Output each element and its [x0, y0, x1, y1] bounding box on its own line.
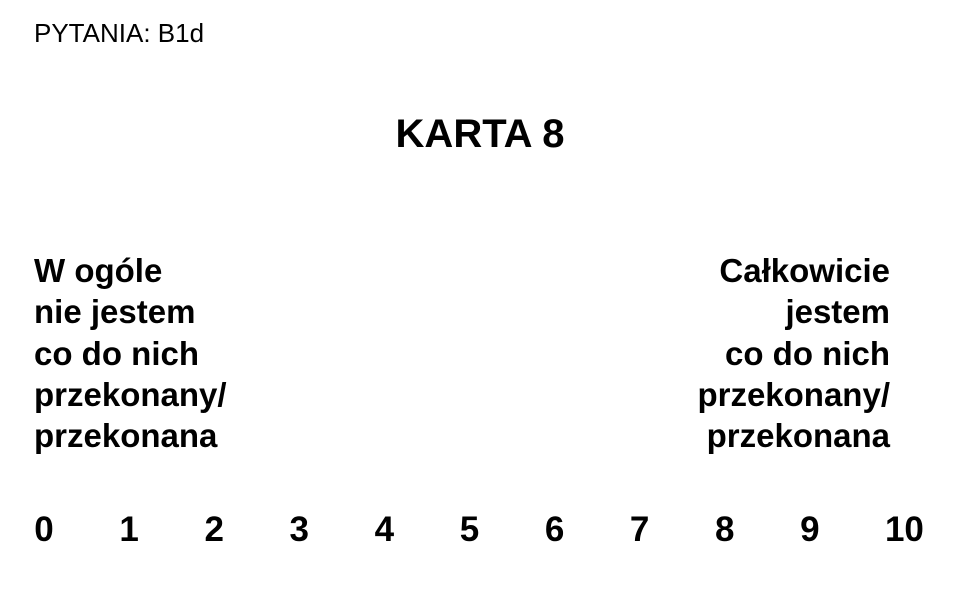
scale-value-6: 6 — [545, 510, 565, 550]
right-line-4: przekonany/ — [697, 374, 890, 415]
scale-value-4: 4 — [374, 510, 394, 550]
left-line-4: przekonany/ — [34, 374, 227, 415]
scale-value-5: 5 — [459, 510, 479, 550]
right-line-5: przekonana — [697, 415, 890, 456]
scale-value-0: 0 — [34, 510, 54, 550]
right-line-2: jestem — [697, 291, 890, 332]
left-line-2: nie jestem — [34, 291, 227, 332]
scale-value-2: 2 — [204, 510, 224, 550]
scale-label-right: Całkowicie jestem co do nich przekonany/… — [697, 250, 890, 456]
card-title: KARTA 8 — [0, 112, 960, 157]
left-line-3: co do nich — [34, 333, 227, 374]
page: PYTANIA: B1d KARTA 8 W ogóle nie jestem … — [0, 0, 960, 602]
scale-label-left: W ogóle nie jestem co do nich przekonany… — [34, 250, 227, 456]
scale-value-1: 1 — [119, 510, 139, 550]
right-line-3: co do nich — [697, 333, 890, 374]
right-line-1: Całkowicie — [697, 250, 890, 291]
scale-value-9: 9 — [800, 510, 820, 550]
left-line-5: przekonana — [34, 415, 227, 456]
scale-value-8: 8 — [715, 510, 735, 550]
scale-value-7: 7 — [630, 510, 650, 550]
left-line-1: W ogóle — [34, 250, 227, 291]
scale-numbers: 0 1 2 3 4 5 6 7 8 9 10 — [34, 510, 924, 550]
scale-labels-row: W ogóle nie jestem co do nich przekonany… — [34, 250, 890, 456]
question-header: PYTANIA: B1d — [34, 18, 204, 49]
scale-value-3: 3 — [289, 510, 309, 550]
scale-value-10: 10 — [885, 510, 924, 550]
